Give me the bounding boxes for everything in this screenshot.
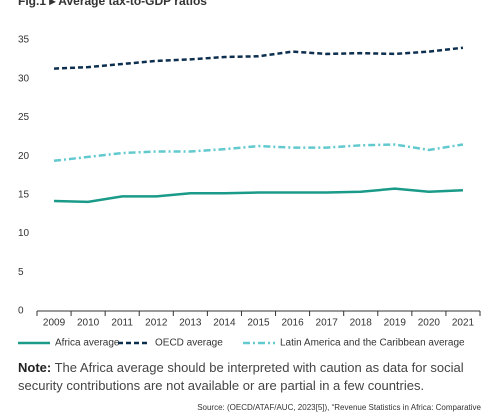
legend-label: OECD average (155, 338, 223, 349)
x-tick-label: 2017 (316, 318, 339, 329)
y-tick-label: 20 (18, 151, 30, 162)
y-tick-label: 30 (18, 73, 30, 84)
x-tick-label: 2015 (247, 318, 270, 329)
chart: Fig.1 ▸ Average tax-to-GDP ratios 0 5 10 15… (18, 0, 481, 349)
x-tick-label: 2014 (213, 318, 236, 329)
note-label: Note: (18, 360, 52, 375)
x-tick-label: 2009 (43, 318, 66, 329)
legend-label: Africa average (55, 338, 120, 349)
source: Source: (OECD/ATAF/AUC, 2023[5]), “Reven… (197, 403, 481, 412)
x-tick-label: 2010 (77, 318, 100, 329)
note-text: The Africa average should be interpreted… (18, 360, 464, 393)
y-tick-label: 15 (18, 189, 30, 200)
note: Note: The Africa average should be inter… (18, 359, 488, 395)
y-tick-label: 35 (18, 35, 30, 46)
y-tick-label: 5 (18, 267, 24, 278)
chart-title: Fig.1 ▸ Average tax-to-GDP ratios (18, 0, 207, 8)
series-line (54, 187, 464, 204)
y-tick-label: 10 (18, 228, 30, 239)
x-tick-label: 2020 (418, 318, 441, 329)
x-tick-label: 2018 (350, 318, 373, 329)
x-tick-label: 2016 (281, 318, 304, 329)
legend-label: Latin America and the Caribbean average (280, 338, 465, 349)
y-tick-label: 25 (18, 112, 30, 123)
x-tick-label: 2012 (145, 318, 168, 329)
x-tick-label: 2021 (452, 318, 475, 329)
y-tick-label: 0 (18, 306, 24, 317)
x-tick-label: 2019 (384, 318, 407, 329)
x-tick-label: 2013 (179, 318, 202, 329)
series-line (53, 143, 464, 163)
x-tick-label: 2011 (111, 318, 133, 329)
series-line (53, 46, 464, 70)
